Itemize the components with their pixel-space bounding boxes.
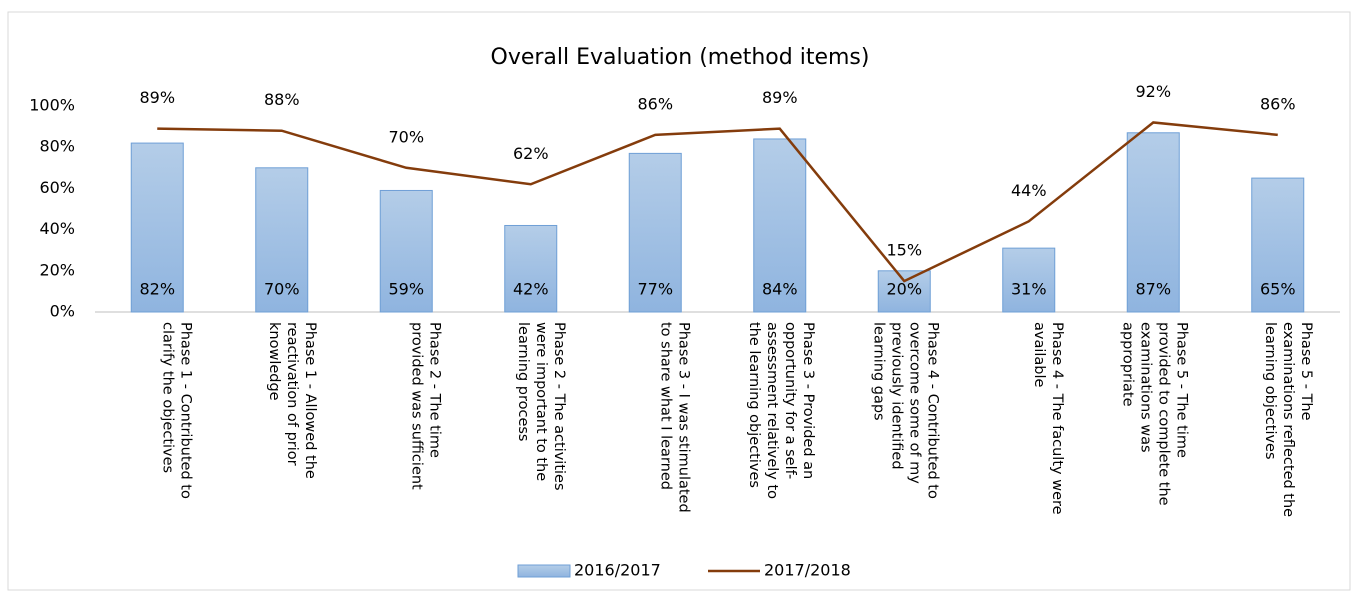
bar-value-label: 20%	[886, 280, 922, 299]
chart-title: Overall Evaluation (method items)	[491, 45, 870, 70]
line-value-label: 92%	[1135, 82, 1171, 101]
x-tick-label: Phase 1 - Contributed to clarify the obj…	[159, 322, 194, 499]
bar-value-label: 70%	[264, 280, 300, 299]
legend-swatch	[517, 564, 571, 578]
line-value-label: 15%	[886, 241, 922, 260]
bar	[255, 167, 309, 313]
bar	[877, 270, 931, 313]
bar-value-label: 31%	[1011, 280, 1047, 299]
x-tick-label: Phase 3 - I was stimulated to share what…	[657, 322, 692, 513]
line-value-label: 89%	[762, 88, 798, 107]
line-value-label: 86%	[637, 94, 673, 113]
bar-value-label: 65%	[1260, 280, 1296, 299]
y-tick-label: 20%	[39, 260, 75, 279]
x-tick-label: Phase 4 - Contributed to overcome some o…	[870, 322, 941, 499]
y-tick-label: 40%	[39, 219, 75, 238]
bar	[504, 224, 558, 313]
y-tick-label: 80%	[39, 137, 75, 156]
bar-value-label: 77%	[637, 280, 673, 299]
line-value-label: 70%	[388, 127, 424, 146]
bar-value-label: 84%	[762, 280, 798, 299]
line-value-label: 86%	[1260, 94, 1296, 113]
bar-value-label: 59%	[388, 280, 424, 299]
legend-label: 2016/2017	[574, 561, 661, 580]
x-tick-label: Phase 5 - The examinations reflected the…	[1261, 322, 1314, 518]
legend-label: 2017/2018	[764, 561, 851, 580]
bar-value-label: 82%	[139, 280, 175, 299]
bar-value-label: 42%	[513, 280, 549, 299]
x-tick-label: Phase 2 - The time provided was sufficie…	[408, 322, 443, 490]
y-tick-label: 60%	[39, 178, 75, 197]
line-value-label: 88%	[264, 90, 300, 109]
y-tick-label: 100%	[29, 96, 75, 115]
line-value-label: 89%	[139, 88, 175, 107]
line-value-label: 62%	[513, 144, 549, 163]
bar	[130, 142, 184, 313]
bar	[1126, 132, 1180, 313]
bar	[1251, 177, 1305, 313]
line-value-label: 44%	[1011, 181, 1047, 200]
bar	[1002, 247, 1056, 313]
bar	[379, 189, 433, 313]
x-tick-label: Phase 4 - The faculty were available	[1030, 322, 1065, 515]
x-tick-label: Phase 1 - Allowed the reactivation of pr…	[265, 322, 318, 479]
x-tick-label: Phase 2 - The activities were important …	[514, 322, 567, 491]
x-tick-label: Phase 3 - Provided an opportunity for a …	[745, 322, 816, 500]
bar-value-label: 87%	[1135, 280, 1171, 299]
line	[157, 121, 1278, 283]
x-tick-label: Phase 5 - The time provided to complete …	[1119, 322, 1190, 506]
y-tick-label: 0%	[50, 302, 75, 321]
bar	[628, 152, 682, 313]
bar	[753, 138, 807, 313]
